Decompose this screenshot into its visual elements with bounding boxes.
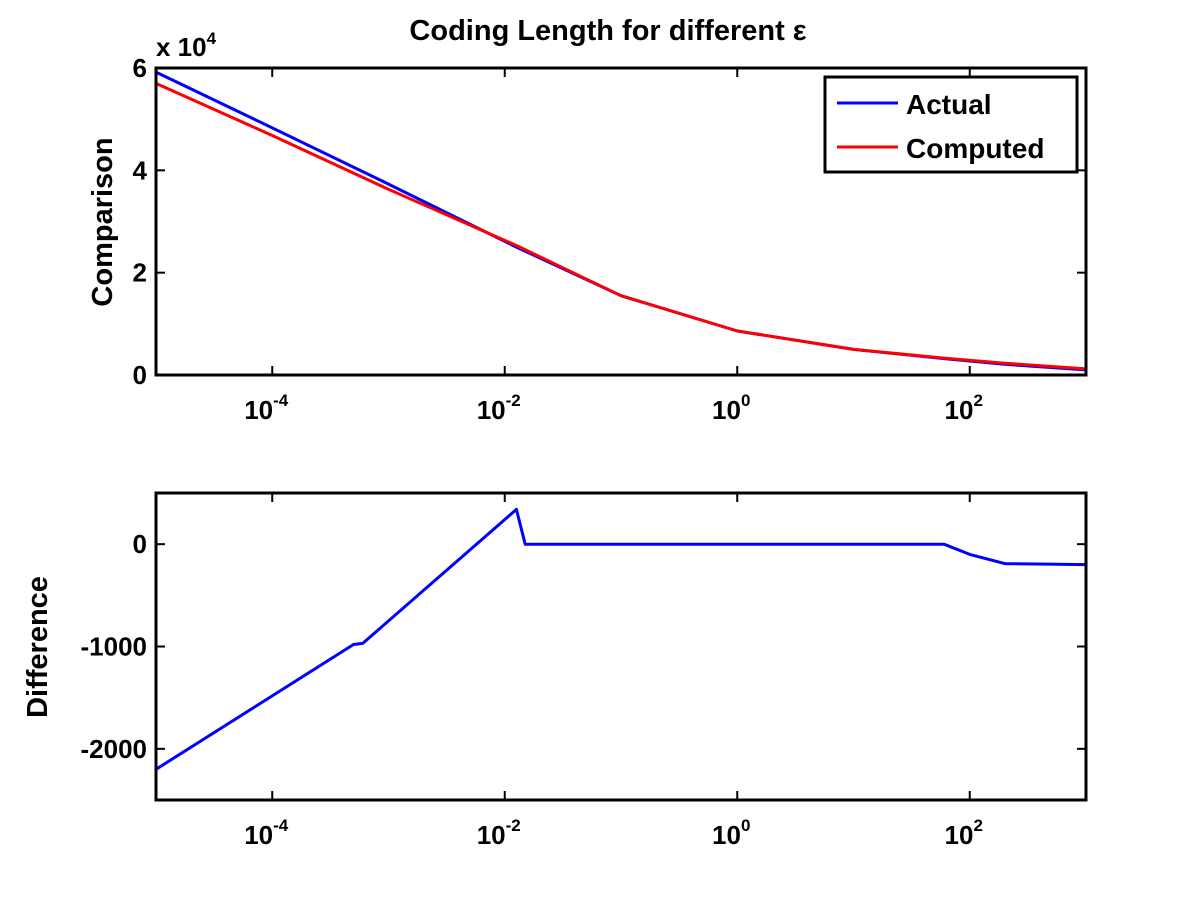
y-tick-label-0-3: 6 xyxy=(133,53,147,83)
y-tick-label-1-0: 0 xyxy=(133,529,147,559)
legend-label-computed: Computed xyxy=(906,133,1044,164)
y-multiplier-prefix: x 10 xyxy=(156,32,207,62)
y-multiplier: x 104 xyxy=(156,29,217,62)
y-multiplier-exponent: 4 xyxy=(207,29,217,48)
x-tick-label-0-3: 102 xyxy=(945,391,983,425)
y-tick-label-0-1: 2 xyxy=(133,258,147,288)
y-tick-label-0-2: 4 xyxy=(133,155,148,185)
x-tick-label-0-2: 100 xyxy=(712,391,750,425)
y-tick-label-1-1: -1000 xyxy=(81,632,148,662)
y-axis-label-difference: Difference xyxy=(22,576,54,718)
x-tick-label-1-1: 10-2 xyxy=(477,816,521,850)
y-axis-label-comparison: Comparison xyxy=(87,137,119,306)
x-tick-label-1-2: 100 xyxy=(712,816,750,850)
x-tick-label-0-1: 10-2 xyxy=(477,391,521,425)
axes-frame-top xyxy=(154,66,1088,377)
axes-difference: 10-4 10-2 100 102 0 -1000 -2000 Difference xyxy=(22,491,1088,850)
x-tick-label-1-3: 102 xyxy=(945,816,983,850)
x-tick-label-0-0: 10-4 xyxy=(244,391,289,425)
axes-frame-bottom xyxy=(154,491,1088,802)
series-line-1-0 xyxy=(155,507,1087,771)
series-line-0-1 xyxy=(155,82,1087,371)
x-tick-label-1-0: 10-4 xyxy=(244,816,289,850)
legend-label-actual: Actual xyxy=(906,89,992,120)
legend-box xyxy=(823,75,1079,174)
y-tick-label-0-0: 0 xyxy=(133,360,147,390)
y-tick-label-1-2: -2000 xyxy=(81,734,148,764)
figure-title: Coding Length for different ε xyxy=(409,15,806,47)
legend: Actual Computed xyxy=(823,75,1079,174)
